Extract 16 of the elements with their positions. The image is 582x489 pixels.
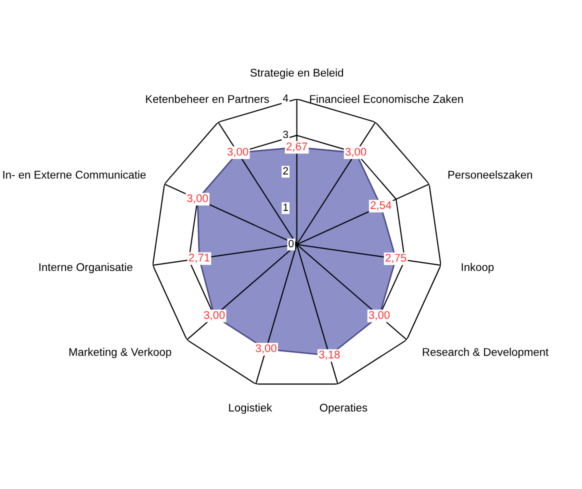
spoke-label: Ketenbeheer en Partners bbox=[146, 94, 269, 103]
spoke-label: Financieel Economische Zaken bbox=[310, 94, 463, 103]
spoke-label: Personeelszaken bbox=[448, 170, 532, 179]
y-tick-label: 4 bbox=[282, 94, 288, 102]
spoke-label: Interne Organisatie bbox=[39, 262, 132, 274]
spoke-label: Operaties bbox=[320, 403, 368, 414]
y-tick-label: 2 bbox=[283, 167, 288, 174]
y-tick-label: 1 bbox=[283, 204, 288, 211]
spoke-label: Logistiek bbox=[229, 403, 272, 414]
spoke-label: In- en Externe Communicatie bbox=[3, 170, 146, 179]
spoke-label: Inkoop bbox=[462, 262, 494, 274]
y-tick-label: 0 bbox=[288, 240, 294, 248]
spoke-label: Marketing & Verkoop bbox=[69, 348, 172, 358]
y-tick-label: 3 bbox=[283, 130, 288, 138]
spoke-label: Research & Development bbox=[422, 348, 549, 358]
spoke-label: Strategie en Beleid bbox=[250, 68, 344, 79]
